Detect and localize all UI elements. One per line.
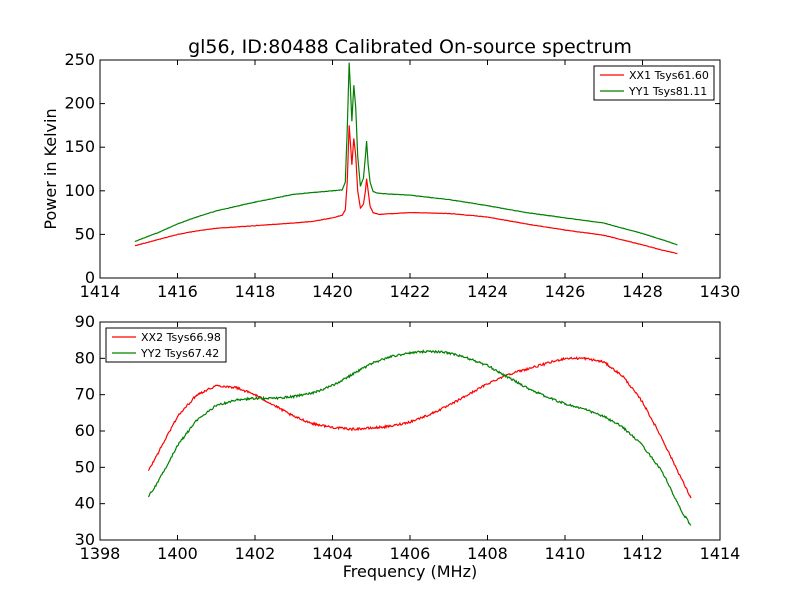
x-axis-label: Frequency (MHz)	[343, 562, 477, 581]
x-tick-label-bottom: 1412	[622, 544, 663, 563]
y-tick-label-top: 150	[64, 137, 95, 156]
y-axis-label: Power in Kelvin	[41, 108, 60, 229]
legend-label-bottom-1: XX2 Tsys66.98	[141, 331, 221, 344]
panel-top: 1414 1416 1418 1420 1422 1424 1426 1428 1430 0 50 1…	[64, 50, 740, 301]
legend-box-bottom	[105, 327, 227, 363]
y-tick-label-top: 200	[64, 94, 95, 113]
series-line-top-2	[134, 62, 678, 246]
x-tick-label-top: 1430	[700, 282, 741, 301]
x-tick-label-bottom: 1410	[545, 544, 586, 563]
chart-title: gl56, ID:80488 Calibrated On-source spec…	[188, 36, 632, 58]
x-tick-label-bottom: 1404	[312, 544, 353, 563]
x-tick-label-bottom: 1398	[80, 544, 121, 563]
x-tick-label-top: 1422	[390, 282, 431, 301]
x-tick-label-top: 1418	[235, 282, 276, 301]
y-tick-label-top: 0	[85, 268, 95, 287]
legend-top: XX1 Tsys61.60 YY1 Tsys81.11	[593, 65, 715, 101]
y-tick-label-top: 250	[64, 50, 95, 69]
x-tick-label-bottom: 1414	[700, 544, 741, 563]
legend-label-top-2: YY1 Tsys81.11	[628, 85, 707, 98]
legend-bottom: XX2 Tsys66.98 YY2 Tsys67.42	[105, 327, 227, 363]
y-tick-label-bottom: 90	[75, 312, 95, 331]
x-tick-label-top: 1414	[80, 282, 121, 301]
y-tick-label-bottom: 50	[75, 457, 95, 476]
y-tick-label-bottom: 30	[75, 530, 95, 549]
y-tick-label-bottom: 80	[75, 348, 95, 367]
series-line-top-1	[134, 125, 678, 255]
x-tick-label-top: 1426	[545, 282, 586, 301]
x-tick-label-bottom: 1408	[467, 544, 508, 563]
x-tick-label-bottom: 1406	[390, 544, 431, 563]
y-tick-label-top: 100	[64, 181, 95, 200]
legend-label-bottom-2: YY2 Tsys67.42	[140, 347, 219, 360]
panel-bottom: 1398 1400 1402 1404 1406 1408 1410 1412 1414 30 40…	[75, 312, 741, 563]
legend-label-top-1: XX1 Tsys61.60	[629, 69, 709, 82]
x-tick-label-bottom: 1402	[235, 544, 276, 563]
x-tick-label-bottom: 1400	[157, 544, 198, 563]
y-tick-label-bottom: 40	[75, 494, 95, 513]
x-tick-label-top: 1424	[467, 282, 508, 301]
series-line-bottom-1	[147, 356, 692, 499]
series-line-bottom-2	[147, 349, 692, 526]
y-tick-label-bottom: 70	[75, 385, 95, 404]
x-tick-label-top: 1428	[622, 282, 663, 301]
legend-box-top	[593, 65, 715, 101]
y-tick-label-bottom: 60	[75, 421, 95, 440]
x-tick-label-top: 1416	[157, 282, 198, 301]
x-tick-label-top: 1420	[312, 282, 353, 301]
y-tick-label-top: 50	[75, 224, 95, 243]
